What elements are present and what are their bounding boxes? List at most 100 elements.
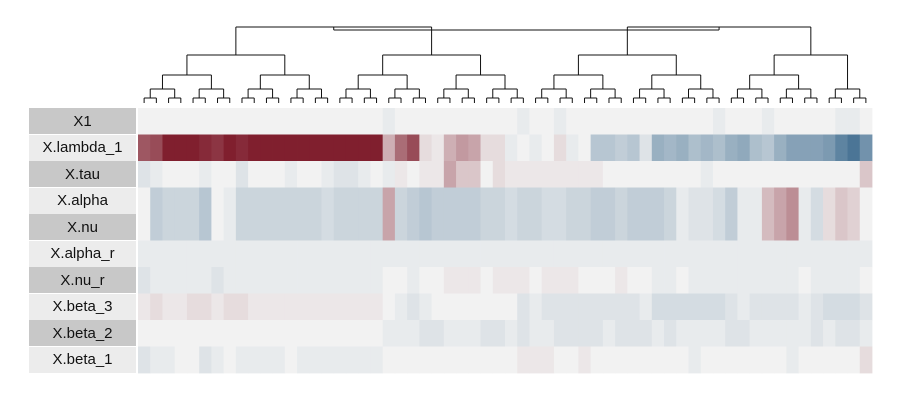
heatmap-cell <box>566 267 579 294</box>
heatmap-cell <box>297 293 310 321</box>
heatmap-cell <box>394 134 408 162</box>
heatmap-cell <box>260 214 273 241</box>
heatmap-cell <box>382 108 396 135</box>
heatmap-cell <box>823 346 836 374</box>
heatmap-cell <box>664 187 677 215</box>
heatmap-cell <box>835 134 848 162</box>
heatmap-cell <box>174 267 188 294</box>
heatmap-cell <box>248 320 261 347</box>
heatmap-cell <box>602 267 616 294</box>
heatmap-cell <box>345 293 359 321</box>
heatmap-cell <box>174 346 188 374</box>
heatmap-cell <box>492 346 506 374</box>
heatmap-cell <box>725 346 738 374</box>
heatmap-cell <box>602 214 616 241</box>
heatmap-cell <box>284 240 298 268</box>
heatmap-cell <box>529 134 543 162</box>
heatmap-cell <box>492 240 506 268</box>
heatmap-cell <box>712 214 726 241</box>
heatmap-cell <box>186 320 200 347</box>
heatmap-cell <box>517 267 530 294</box>
heatmap-cell <box>615 161 628 188</box>
heatmap-cell <box>186 293 200 321</box>
heatmap-cell <box>345 214 359 241</box>
heatmap-cell <box>162 161 176 188</box>
heatmap-cell <box>186 240 200 268</box>
heatmap-cell <box>272 134 286 162</box>
heatmap-cell <box>651 187 665 215</box>
heatmap-cell <box>150 293 163 321</box>
heatmap-cell <box>553 346 567 374</box>
heatmap-cell <box>492 161 506 188</box>
heatmap-cell <box>431 346 445 374</box>
heatmap-cell <box>835 161 848 188</box>
heatmap-cell <box>835 108 848 135</box>
heatmap-cell <box>211 134 225 162</box>
heatmap-cell <box>590 267 604 294</box>
heatmap-cell <box>810 240 824 268</box>
heatmap-cell <box>651 320 665 347</box>
heatmap-cell <box>774 320 787 347</box>
heatmap-cell <box>541 293 555 321</box>
heatmap-cell <box>468 346 481 374</box>
heatmap-cell <box>859 161 873 188</box>
heatmap-cell <box>761 320 775 347</box>
heatmap-cell <box>309 214 322 241</box>
heatmap-cell <box>358 267 371 294</box>
heatmap-cell <box>847 320 861 347</box>
heatmap-cell <box>235 240 249 268</box>
heatmap-cell <box>737 161 751 188</box>
heatmap-cell <box>774 293 787 321</box>
heatmap-cell <box>541 187 555 215</box>
heatmap-cell <box>578 214 592 241</box>
heatmap-cell <box>223 240 237 268</box>
heatmap-cell <box>370 214 384 241</box>
heatmap-cell <box>651 240 665 268</box>
heatmap-cell <box>664 134 677 162</box>
heatmap-cell <box>321 134 335 162</box>
heatmap-cell <box>138 346 151 374</box>
heatmap-cell <box>223 161 237 188</box>
heatmap-cell <box>786 267 799 294</box>
heatmap-cell <box>443 108 457 135</box>
heatmap-cell <box>810 108 824 135</box>
heatmap-cell <box>651 108 665 135</box>
heatmap-cell <box>688 108 702 135</box>
heatmap-cell <box>321 293 335 321</box>
heatmap-cell <box>333 320 347 347</box>
heatmap-cell <box>664 267 677 294</box>
heatmap-cell <box>199 187 212 215</box>
heatmap-cell <box>566 108 579 135</box>
heatmap-cell <box>211 346 225 374</box>
heatmap-cell <box>394 267 408 294</box>
heatmap-cell <box>370 108 384 135</box>
heatmap-cell <box>199 240 212 268</box>
heatmap-cell <box>566 134 579 162</box>
heatmap-cell <box>676 187 689 215</box>
heatmap-cell <box>517 134 530 162</box>
heatmap-cell <box>407 161 420 188</box>
heatmap-cell <box>309 346 322 374</box>
heatmap-cell <box>223 108 237 135</box>
heatmap-cell <box>541 267 555 294</box>
heatmap-cell <box>492 320 506 347</box>
heatmap-cell <box>419 320 432 347</box>
row-label: X.nu <box>29 214 136 240</box>
heatmap-cell <box>676 346 689 374</box>
heatmap-cell <box>407 187 420 215</box>
heatmap-cell <box>235 187 249 215</box>
heatmap-cell <box>749 346 763 374</box>
heatmap-cell <box>235 293 249 321</box>
heatmap-cell <box>847 293 861 321</box>
heatmap-cell <box>492 267 506 294</box>
heatmap-cell <box>590 293 604 321</box>
heatmap-cell <box>627 214 640 241</box>
heatmap-cell <box>774 161 787 188</box>
heatmap-cell <box>602 161 616 188</box>
heatmap-cell <box>431 134 445 162</box>
heatmap-cell <box>847 346 861 374</box>
heatmap-cell <box>431 108 445 135</box>
heatmap-cell <box>566 346 579 374</box>
heatmap-cell <box>578 161 592 188</box>
heatmap-cell <box>321 240 335 268</box>
